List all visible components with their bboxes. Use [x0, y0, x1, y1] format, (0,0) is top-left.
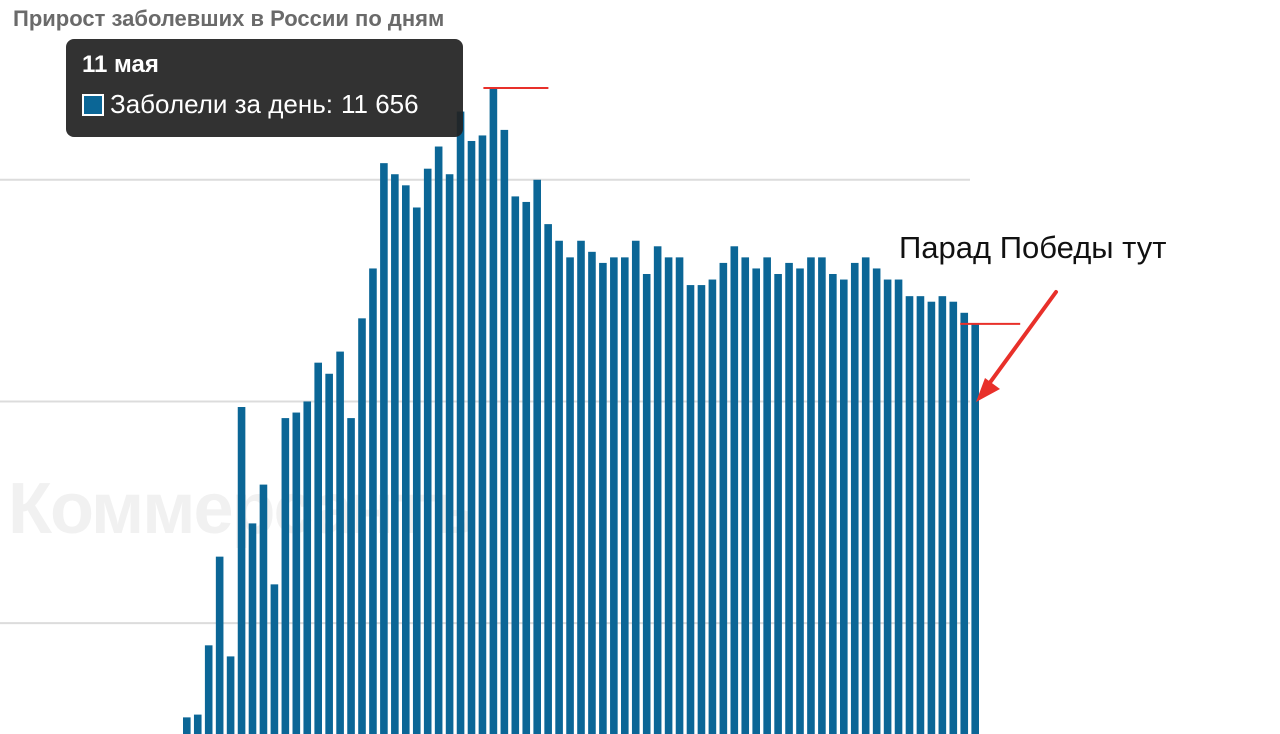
annotation-text: Парад Победы тут [899, 230, 1167, 265]
bar-4[interactable] [226, 656, 235, 734]
bar-45[interactable] [675, 257, 684, 734]
bar-20[interactable] [402, 185, 410, 734]
bar-34[interactable] [555, 240, 563, 734]
annotation-arrow [976, 290, 1058, 402]
bar-27[interactable] [478, 135, 487, 734]
bar-32[interactable] [533, 179, 541, 734]
bar-26[interactable] [467, 140, 476, 734]
tooltip-row: Заболели за день: 11 656 [82, 89, 447, 120]
bar-68[interactable] [927, 301, 936, 734]
bar-42[interactable] [642, 273, 651, 734]
bar-51[interactable] [741, 257, 750, 734]
bar-10[interactable] [292, 412, 301, 734]
bar-22[interactable] [423, 168, 432, 734]
bars-group [183, 88, 979, 734]
bar-36[interactable] [577, 240, 585, 734]
tooltip-value: 11 656 [341, 89, 419, 119]
bar-23[interactable] [434, 146, 443, 734]
bar-31[interactable] [522, 201, 531, 734]
bar-57[interactable] [807, 257, 815, 734]
bar-48[interactable] [708, 279, 717, 734]
bar-13[interactable] [325, 373, 333, 734]
bar-37[interactable] [588, 251, 596, 734]
bar-44[interactable] [664, 257, 673, 734]
bar-67[interactable] [916, 296, 925, 734]
bar-14[interactable] [336, 351, 344, 734]
bar-29[interactable] [500, 129, 509, 734]
bar-59[interactable] [829, 273, 837, 734]
bar-61[interactable] [850, 262, 859, 734]
bar-25[interactable] [456, 111, 465, 734]
bar-15[interactable] [347, 418, 355, 734]
tooltip-label: Заболели за день: [110, 89, 333, 119]
bar-8[interactable] [270, 584, 279, 734]
tooltip-date: 11 мая [82, 51, 159, 78]
bar-5[interactable] [237, 407, 246, 734]
bar-70[interactable] [949, 301, 958, 734]
bar-52[interactable] [752, 268, 760, 734]
bar-49[interactable] [719, 262, 728, 734]
bar-16[interactable] [358, 318, 366, 734]
bar-47[interactable] [697, 285, 706, 734]
bar-12[interactable] [314, 362, 322, 734]
bar-30[interactable] [511, 196, 520, 734]
bar-7[interactable] [259, 484, 268, 734]
bar-72[interactable] [971, 323, 979, 734]
bar-60[interactable] [840, 279, 848, 734]
bar-39[interactable] [610, 257, 618, 734]
bar-50[interactable] [730, 246, 739, 734]
bar-58[interactable] [818, 257, 826, 734]
bar-0[interactable] [183, 717, 191, 734]
bar-64[interactable] [883, 279, 892, 734]
arrow-head [976, 378, 1000, 402]
bar-19[interactable] [391, 174, 399, 734]
bar-43[interactable] [653, 246, 662, 734]
bar-3[interactable] [215, 556, 224, 734]
bar-41[interactable] [631, 240, 640, 734]
arrow-shaft [984, 290, 1058, 390]
bar-38[interactable] [599, 262, 607, 734]
bar-63[interactable] [872, 268, 881, 734]
chart-title: Прирост заболевших в России по дням [13, 6, 445, 31]
bar-2[interactable] [204, 645, 213, 734]
bar-21[interactable] [412, 207, 421, 734]
bar-1[interactable] [193, 714, 202, 734]
bar-18[interactable] [380, 163, 388, 734]
bar-53[interactable] [763, 257, 771, 734]
bar-65[interactable] [894, 279, 903, 734]
bar-56[interactable] [796, 268, 804, 734]
bar-62[interactable] [861, 257, 870, 734]
bar-28[interactable] [489, 88, 498, 734]
bar-55[interactable] [785, 262, 793, 734]
bar-46[interactable] [686, 285, 695, 734]
bar-71[interactable] [960, 312, 969, 734]
bar-17[interactable] [369, 268, 377, 734]
bar-24[interactable] [445, 174, 454, 734]
bar-9[interactable] [281, 418, 290, 734]
highlight-marks [483, 87, 1021, 325]
bar-40[interactable] [621, 257, 629, 734]
bar-11[interactable] [303, 401, 312, 734]
bar-69[interactable] [938, 296, 947, 734]
bar-33[interactable] [544, 224, 552, 734]
bar-35[interactable] [566, 257, 574, 734]
bar-6[interactable] [248, 523, 257, 734]
bar-66[interactable] [905, 296, 914, 734]
tooltip-swatch-icon [82, 93, 104, 116]
tooltip: 11 мая Заболели за день: 11 656 [66, 39, 463, 137]
bar-54[interactable] [774, 273, 782, 734]
